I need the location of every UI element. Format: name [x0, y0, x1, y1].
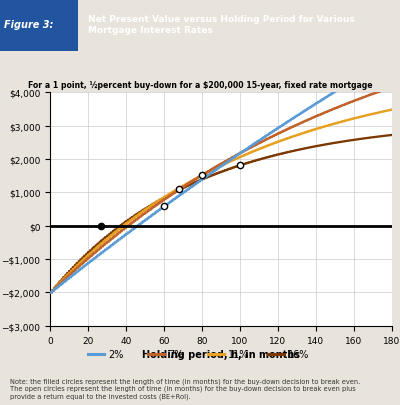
Text: Figure 3:: Figure 3: — [4, 20, 53, 30]
Text: Note: the filled circles represent the length of time (in months) for the buy-do: Note: the filled circles represent the l… — [10, 377, 360, 399]
Text: 2%: 2% — [108, 350, 123, 359]
Text: 11%: 11% — [228, 350, 249, 359]
FancyBboxPatch shape — [0, 0, 78, 52]
Text: 16%: 16% — [288, 350, 309, 359]
Text: For a 1 point, ½percent buy-down for a $200,000 15-year, fixed rate mortgage: For a 1 point, ½percent buy-down for a $… — [28, 81, 372, 90]
Text: 7%: 7% — [168, 350, 183, 359]
Text: Net Present Value versus Holding Period for Various
Mortgage Interest Rates: Net Present Value versus Holding Period … — [88, 15, 355, 35]
X-axis label: Holding period, h, in months: Holding period, h, in months — [142, 349, 300, 359]
